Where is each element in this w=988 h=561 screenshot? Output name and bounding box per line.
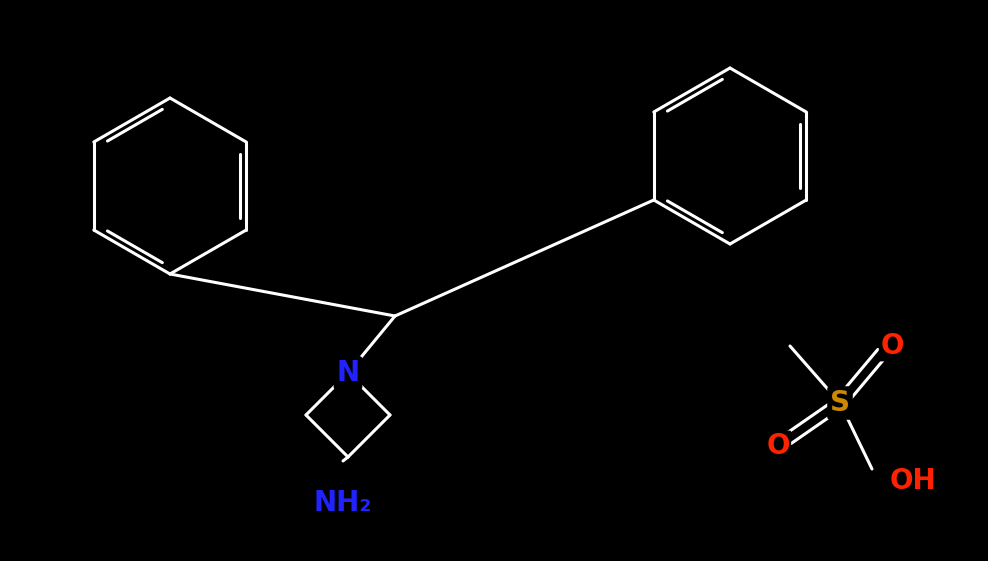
Text: S: S [830,389,850,417]
Text: O: O [880,332,904,360]
Text: N: N [337,359,360,387]
Text: O: O [767,432,789,460]
Text: OH: OH [890,467,937,495]
Text: NH₂: NH₂ [314,489,372,517]
